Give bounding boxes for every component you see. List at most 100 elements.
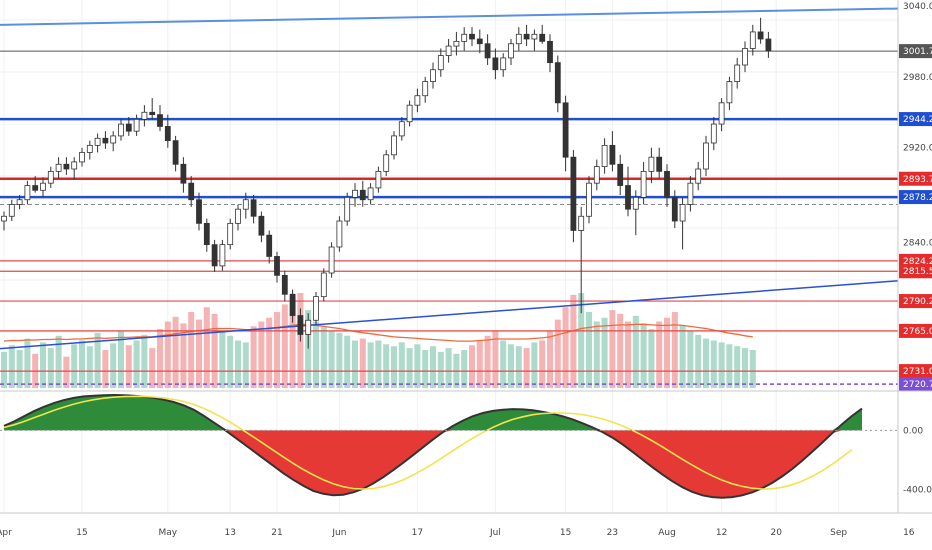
candle[interactable]: [765, 31, 772, 58]
candle[interactable]: [687, 176, 694, 212]
candle[interactable]: [336, 216, 343, 252]
candle[interactable]: [391, 131, 397, 160]
candle[interactable]: [508, 39, 514, 65]
candle[interactable]: [235, 204, 241, 231]
candle[interactable]: [16, 195, 23, 210]
candle[interactable]: [430, 62, 436, 89]
candle[interactable]: [40, 177, 46, 198]
candle[interactable]: [196, 192, 202, 231]
candle[interactable]: [531, 29, 538, 51]
candle[interactable]: [398, 117, 405, 141]
candle[interactable]: [219, 239, 226, 271]
candle[interactable]: [710, 117, 717, 151]
candle[interactable]: [648, 147, 655, 184]
candle[interactable]: [328, 242, 335, 278]
candle[interactable]: [515, 27, 522, 51]
candle[interactable]: [554, 55, 561, 113]
candle[interactable]: [47, 166, 54, 188]
candle[interactable]: [242, 192, 249, 219]
candle[interactable]: [640, 161, 647, 205]
candle[interactable]: [63, 157, 70, 175]
candle[interactable]: [118, 119, 124, 141]
candle[interactable]: [55, 157, 62, 179]
candle[interactable]: [359, 180, 366, 207]
candle[interactable]: [484, 34, 491, 65]
candle[interactable]: [414, 88, 421, 113]
candle[interactable]: [250, 195, 257, 224]
candle[interactable]: [656, 147, 663, 179]
candle[interactable]: [703, 135, 709, 177]
candle[interactable]: [281, 270, 288, 302]
candle[interactable]: [305, 313, 312, 349]
candle[interactable]: [157, 105, 163, 132]
candle[interactable]: [718, 98, 725, 132]
candle[interactable]: [625, 166, 631, 217]
candle[interactable]: [749, 24, 756, 56]
candle[interactable]: [102, 131, 109, 149]
candle[interactable]: [149, 98, 156, 120]
candle[interactable]: [8, 199, 15, 221]
candle[interactable]: [320, 268, 327, 302]
candle[interactable]: [617, 154, 624, 195]
candle[interactable]: [110, 131, 117, 152]
candle[interactable]: [492, 48, 499, 80]
candle[interactable]: [601, 138, 608, 174]
candle[interactable]: [437, 48, 444, 77]
candle[interactable]: [133, 114, 140, 136]
candle[interactable]: [375, 166, 382, 193]
candle[interactable]: [726, 76, 733, 110]
candle[interactable]: [180, 157, 187, 193]
candle[interactable]: [609, 131, 616, 172]
candle[interactable]: [203, 218, 210, 252]
candle[interactable]: [266, 230, 273, 264]
candle[interactable]: [664, 164, 670, 207]
candle[interactable]: [562, 95, 569, 172]
candle[interactable]: [79, 147, 85, 167]
candle[interactable]: [211, 239, 218, 272]
candle[interactable]: [734, 57, 741, 89]
candle[interactable]: [469, 27, 475, 47]
candle[interactable]: [71, 157, 78, 180]
candle[interactable]: [227, 218, 234, 250]
candle[interactable]: [523, 24, 530, 47]
signal-line[interactable]: [3, 395, 853, 490]
candle[interactable]: [593, 159, 600, 191]
candle[interactable]: [461, 27, 468, 51]
candle[interactable]: [578, 206, 585, 314]
candle[interactable]: [297, 308, 304, 342]
candle[interactable]: [141, 105, 148, 127]
trendline[interactable]: [0, 230, 932, 350]
candle[interactable]: [367, 183, 374, 205]
trendline[interactable]: [0, 0, 932, 26]
candle[interactable]: [125, 117, 132, 136]
candle[interactable]: [383, 150, 390, 177]
candle[interactable]: [757, 17, 764, 44]
candle[interactable]: [352, 183, 358, 207]
candle[interactable]: [172, 135, 179, 172]
candle[interactable]: [570, 150, 577, 243]
candle[interactable]: [742, 41, 748, 73]
candle[interactable]: [164, 114, 171, 148]
candle[interactable]: [632, 190, 639, 236]
candle[interactable]: [406, 100, 413, 127]
candle[interactable]: [476, 29, 483, 54]
candle[interactable]: [1, 211, 7, 231]
candle[interactable]: [289, 289, 296, 323]
candle[interactable]: [679, 197, 686, 250]
candle[interactable]: [539, 24, 546, 44]
candle[interactable]: [422, 76, 429, 103]
candle[interactable]: [445, 39, 452, 63]
candle[interactable]: [695, 161, 702, 191]
candle[interactable]: [344, 192, 351, 226]
candle[interactable]: [86, 140, 93, 160]
candle[interactable]: [32, 176, 39, 193]
candle[interactable]: [500, 53, 507, 77]
candle[interactable]: [313, 291, 319, 325]
candle[interactable]: [586, 176, 592, 224]
candle[interactable]: [547, 34, 553, 73]
candle[interactable]: [94, 133, 101, 153]
candle[interactable]: [258, 211, 265, 243]
candle[interactable]: [188, 176, 195, 207]
candle[interactable]: [453, 31, 460, 56]
